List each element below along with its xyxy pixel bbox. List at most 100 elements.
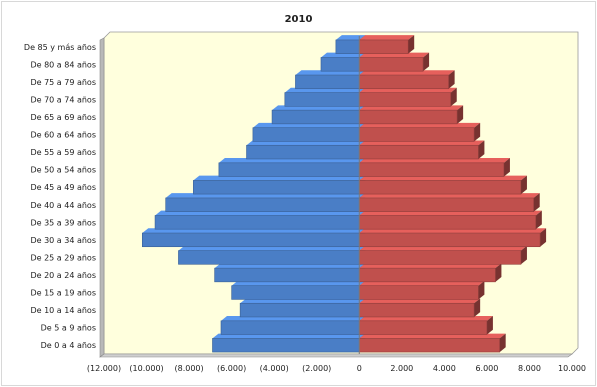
bar-series-1-16 xyxy=(358,52,430,72)
bar-series-1-5 xyxy=(358,245,527,265)
bar-series-0-9 xyxy=(193,175,366,195)
bar-series-0-2 xyxy=(239,298,366,318)
bar-front xyxy=(358,302,475,318)
bar-front xyxy=(358,338,500,353)
bar-front xyxy=(335,39,360,54)
bar-series-1-10 xyxy=(358,158,510,177)
bar-series-0-5 xyxy=(178,245,366,265)
x-tick-label: 0 xyxy=(357,364,362,373)
bar-series-1-6 xyxy=(358,228,547,248)
bar-series-0-3 xyxy=(231,280,366,300)
category-label: De 5 a 9 años xyxy=(41,324,96,333)
bar-side xyxy=(474,298,481,317)
floor xyxy=(99,353,573,358)
bar-front xyxy=(154,215,360,230)
bar-front xyxy=(231,285,360,300)
bar-front xyxy=(358,285,479,300)
bar-side xyxy=(478,280,485,300)
bar-series-0-8 xyxy=(165,193,366,212)
bar-front xyxy=(212,338,360,353)
category-label: De 10 a 14 años xyxy=(30,306,96,315)
bar-series-0-16 xyxy=(320,52,366,72)
bar-front xyxy=(271,109,360,125)
left-wall xyxy=(99,37,105,358)
x-tick-label: 8.000 xyxy=(518,364,541,373)
bar-front xyxy=(358,232,541,248)
category-label: De 65 a 69 años xyxy=(30,113,96,122)
bar-side xyxy=(520,175,527,195)
bar-front xyxy=(358,180,522,195)
category-label: De 15 a 19 años xyxy=(30,289,96,298)
category-label: De 70 a 74 años xyxy=(30,95,96,104)
bar-side xyxy=(499,333,506,353)
bar-series-0-13 xyxy=(271,105,366,125)
category-label: De 35 a 39 años xyxy=(30,218,96,227)
bar-front xyxy=(295,74,360,90)
bar-front xyxy=(220,320,360,335)
bar-series-1-2 xyxy=(358,298,481,318)
bar-front xyxy=(358,162,505,177)
bar-front xyxy=(358,127,475,142)
x-tick-label: 4.000 xyxy=(433,364,456,373)
bars-group xyxy=(141,35,547,353)
bar-front xyxy=(214,267,360,283)
bar-series-0-4 xyxy=(214,263,366,283)
category-label: De 20 a 24 años xyxy=(30,271,96,280)
category-label: De 80 a 84 años xyxy=(30,60,96,69)
bar-side xyxy=(520,245,527,265)
bar-series-1-4 xyxy=(358,263,502,283)
bar-series-1-14 xyxy=(358,87,457,107)
bar-series-0-11 xyxy=(246,140,366,160)
x-tick-label: 2.000 xyxy=(390,364,413,373)
bar-side xyxy=(450,87,457,107)
bar-series-0-6 xyxy=(141,228,366,248)
bar-side xyxy=(540,228,547,247)
category-label: De 85 y más años xyxy=(24,43,96,52)
category-label: De 55 a 59 años xyxy=(30,148,96,157)
bar-front xyxy=(252,127,360,142)
bar-front xyxy=(141,232,360,248)
category-label: De 75 a 79 años xyxy=(30,78,96,87)
x-tick-label: (2.000) xyxy=(302,364,331,373)
x-tick-label: (12.000) xyxy=(87,364,121,373)
bar-series-1-7 xyxy=(358,210,542,230)
bar-side xyxy=(448,70,455,89)
bar-side xyxy=(474,122,481,142)
bar-front xyxy=(193,180,360,195)
bar-series-1-13 xyxy=(358,105,464,125)
category-label: De 30 a 34 años xyxy=(30,236,96,245)
bar-top xyxy=(335,35,366,40)
x-tick-labels: (12.000) (10.000) (8.000) (6.000) (4.000) (2.… xyxy=(87,364,586,373)
bar-side xyxy=(533,193,540,212)
bar-series-0-10 xyxy=(218,158,366,177)
bar-front xyxy=(178,250,360,265)
bar-side xyxy=(495,263,502,282)
bar-front xyxy=(358,144,479,160)
bar-front xyxy=(358,92,452,107)
bar-series-0-7 xyxy=(154,210,366,230)
bar-front xyxy=(358,197,535,212)
bar-front xyxy=(358,215,537,230)
x-tick-label: (10.000) xyxy=(129,364,163,373)
bar-front xyxy=(358,267,496,283)
bar-front xyxy=(320,57,360,72)
bar-front xyxy=(239,302,360,318)
bar-side xyxy=(535,210,542,230)
bar-front xyxy=(358,57,424,72)
bar-front xyxy=(358,109,458,125)
category-label: De 45 a 49 años xyxy=(30,183,96,192)
category-label: De 50 a 54 años xyxy=(30,166,96,175)
bar-side xyxy=(423,52,430,72)
x-tick-label: (6.000) xyxy=(217,364,246,373)
category-label: De 0 a 4 años xyxy=(41,341,96,350)
bar-series-0-1 xyxy=(220,316,366,335)
bar-series-1-0 xyxy=(358,333,506,353)
bar-front xyxy=(358,39,409,54)
bar-series-1-8 xyxy=(358,193,540,212)
bar-series-1-12 xyxy=(358,122,481,142)
bar-series-0-14 xyxy=(284,87,366,107)
bar-front xyxy=(246,144,360,160)
bar-series-1-17 xyxy=(358,35,415,54)
x-tick-label: (4.000) xyxy=(260,364,289,373)
bar-series-0-0 xyxy=(212,333,366,353)
